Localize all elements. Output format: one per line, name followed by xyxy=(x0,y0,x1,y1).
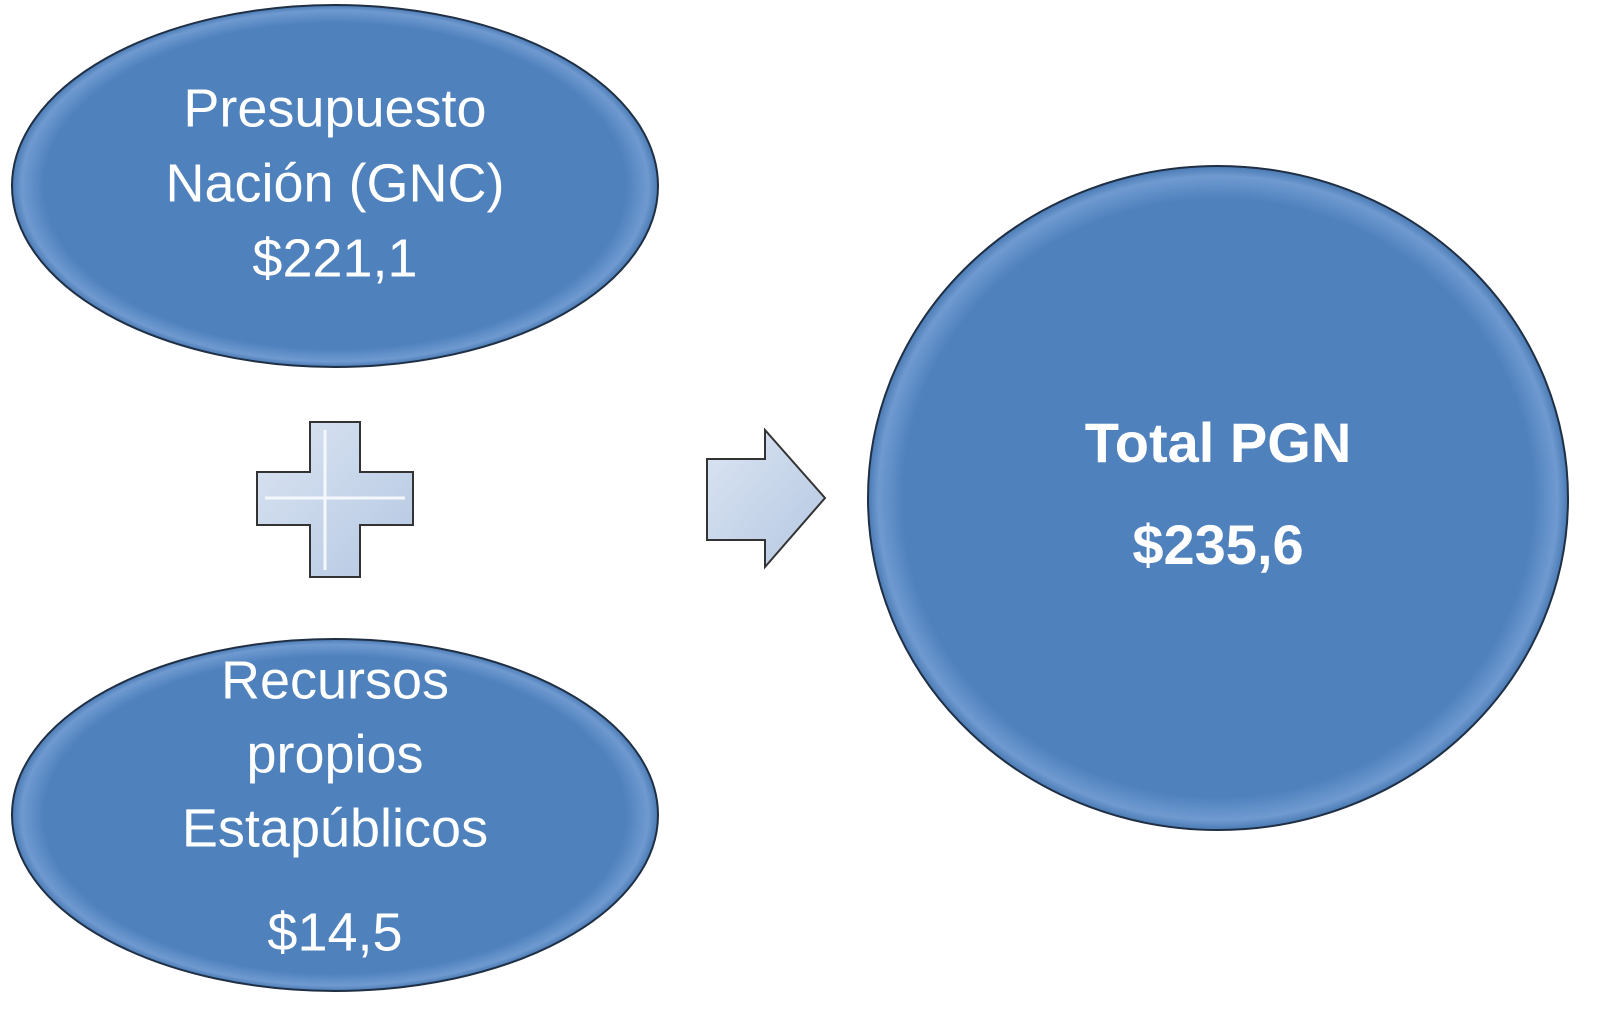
node-text: $14,5 xyxy=(267,902,402,962)
node-circle xyxy=(867,165,1569,831)
node-text: propios xyxy=(246,724,423,784)
arrow xyxy=(706,427,827,570)
node-text: Estapúblicos xyxy=(182,798,488,858)
node-text: Total PGN xyxy=(1085,411,1352,474)
node-ellipse xyxy=(11,4,659,368)
node-text: Nación (GNC) xyxy=(165,153,504,213)
node-ellipse xyxy=(11,638,659,992)
node-text: Recursos xyxy=(221,650,449,710)
node-text: $221,1 xyxy=(252,228,417,288)
node-text: Presupuesto xyxy=(183,78,486,138)
plus-highlight xyxy=(265,430,405,570)
node-text: $235,6 xyxy=(1132,513,1303,576)
